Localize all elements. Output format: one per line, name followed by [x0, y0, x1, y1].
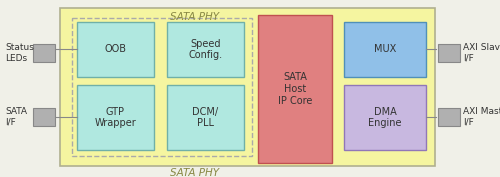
- Bar: [438, 44, 460, 62]
- Text: MUX: MUX: [374, 44, 396, 55]
- Text: AXI Slave
I/F: AXI Slave I/F: [463, 43, 500, 63]
- Text: DCM/
PLL: DCM/ PLL: [192, 107, 218, 128]
- Bar: [77, 22, 154, 77]
- Text: SATA PHY: SATA PHY: [170, 12, 220, 22]
- Text: SATA
Host
IP Core: SATA Host IP Core: [278, 72, 312, 106]
- Text: DMA
Engine: DMA Engine: [368, 107, 402, 128]
- Bar: [438, 108, 460, 126]
- Bar: [72, 18, 252, 156]
- Text: Speed
Config.: Speed Config.: [188, 39, 222, 60]
- Bar: [33, 108, 55, 126]
- Text: GTP
Wrapper: GTP Wrapper: [94, 107, 136, 128]
- Bar: [77, 85, 154, 150]
- Bar: [258, 15, 332, 163]
- Text: SATA
I/F: SATA I/F: [5, 107, 27, 127]
- Bar: [344, 85, 426, 150]
- Text: OOB: OOB: [104, 44, 126, 55]
- Bar: [344, 22, 426, 77]
- Text: SATA PHY: SATA PHY: [170, 168, 220, 177]
- Text: Status
LEDs: Status LEDs: [5, 43, 34, 63]
- Bar: [167, 85, 244, 150]
- Bar: [167, 22, 244, 77]
- Text: AXI Master
I/F: AXI Master I/F: [463, 107, 500, 127]
- Bar: [33, 44, 55, 62]
- Bar: [60, 8, 435, 166]
